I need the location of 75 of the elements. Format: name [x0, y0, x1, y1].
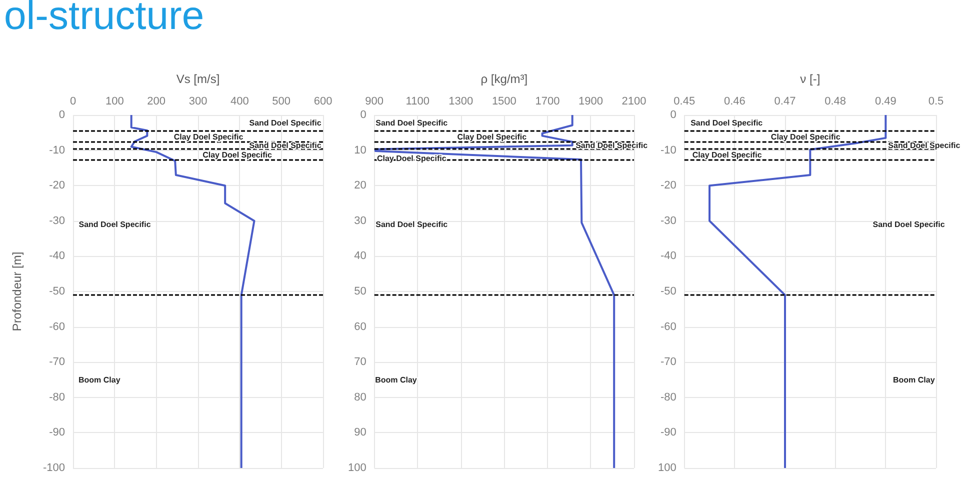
annotation: Clay Doel Specific	[174, 132, 244, 142]
y-tick-label: 80	[354, 391, 366, 404]
x-tick-label: 0.5	[928, 96, 944, 108]
y-tick-label: 100	[348, 462, 366, 474]
annotation: Sand Doel Specific	[78, 220, 152, 229]
x-tick-label: 0.49	[874, 96, 896, 108]
annotation: Boom Clay	[892, 375, 936, 384]
annotation: Sand Doel Specific	[576, 140, 648, 150]
x-tick-label: 300	[188, 96, 208, 108]
x-axis-title: ν [-]	[800, 72, 820, 86]
y-tick-label: -90	[660, 426, 676, 439]
y-tick-label: -90	[49, 426, 65, 439]
annotation: Boom Clay	[375, 375, 418, 384]
y-tick-label: 0	[670, 109, 676, 121]
x-tick-label: 0.46	[724, 96, 746, 108]
x-tick-label: 0.48	[824, 96, 846, 108]
x-tick-label: 2100	[622, 96, 646, 108]
x-tick-label: 0.45	[674, 96, 696, 108]
y-tick-label: 20	[354, 180, 366, 192]
y-tick-label: 100	[658, 462, 676, 474]
annotation: Sand Doel Specific	[249, 140, 322, 150]
x-tick-label: 1100	[406, 96, 430, 108]
y-tick-label: -10	[660, 144, 676, 156]
annotation: Boom Clay	[78, 375, 121, 384]
x-tick-label: 1300	[448, 96, 474, 108]
x-tick-label: 100	[105, 96, 124, 108]
y-tick-label: -30	[49, 214, 65, 227]
y-tick-label: -20	[660, 180, 676, 192]
x-tick-label: 900	[365, 96, 384, 108]
y-tick-label: -30	[660, 214, 676, 227]
y-tick-label: 10	[354, 144, 366, 156]
y-tick-label: -60	[660, 320, 676, 333]
y-tick-label: 50	[354, 286, 366, 298]
chart-title: ol-structure	[4, 0, 204, 39]
y-tick-label: 30	[354, 214, 366, 227]
x-tick-label: 600	[314, 96, 332, 108]
y-tick-label: -80	[49, 391, 65, 404]
y-tick-label: 90	[354, 426, 366, 439]
annotation: Sand Doel Specific	[888, 140, 961, 150]
y-tick-label: -100	[42, 462, 65, 474]
y-tick-label: -40	[660, 250, 676, 262]
x-axis-title: Vs [m/s]	[176, 72, 220, 86]
x-tick-label: 1500	[492, 96, 516, 108]
annotation: Sand Doel Specific	[376, 118, 448, 128]
x-tick-label: 1700	[535, 96, 560, 108]
y-tick-label: -80	[660, 391, 676, 404]
y-tick-label: 40	[354, 250, 366, 262]
annotation: Clay Doel Specific	[692, 150, 762, 160]
y-tick-label: 0	[58, 109, 65, 121]
annotation: Clay Doel Specific	[202, 150, 272, 160]
x-axis-title: ρ [kg/m³]	[480, 72, 528, 86]
y-tick-label: -50	[49, 286, 65, 298]
annotation: Sand Doel Specific	[872, 220, 946, 229]
y-tick-label: -50	[660, 286, 676, 298]
x-tick-label: 1900	[578, 96, 603, 108]
y-tick-label: -60	[49, 320, 65, 333]
x-tick-label: 500	[272, 96, 291, 108]
y-tick-label: -10	[49, 144, 65, 156]
annotation: Sand Doel Specific	[376, 220, 448, 229]
y-tick-label: 70	[354, 356, 366, 368]
y-tick-label: -70	[49, 356, 65, 368]
y-tick-label: 0	[360, 109, 366, 121]
y-axis-title: Profondeur [m]	[10, 252, 24, 332]
annotation: Sand Doel Specific	[249, 118, 322, 128]
y-tick-label: 60	[354, 320, 366, 333]
x-tick-label: 400	[230, 96, 249, 108]
x-tick-label: 0.47	[774, 96, 796, 108]
y-tick-label: -20	[49, 180, 65, 192]
x-tick-label: 200	[147, 96, 166, 108]
annotation: Clay Doel Specific	[457, 132, 528, 142]
annotation: Clay Doel Specific	[770, 132, 841, 142]
y-tick-label: -70	[660, 356, 676, 368]
y-tick-label: -40	[49, 250, 65, 262]
x-tick-label: 0	[70, 96, 76, 108]
annotation: Sand Doel Specific	[690, 118, 764, 128]
